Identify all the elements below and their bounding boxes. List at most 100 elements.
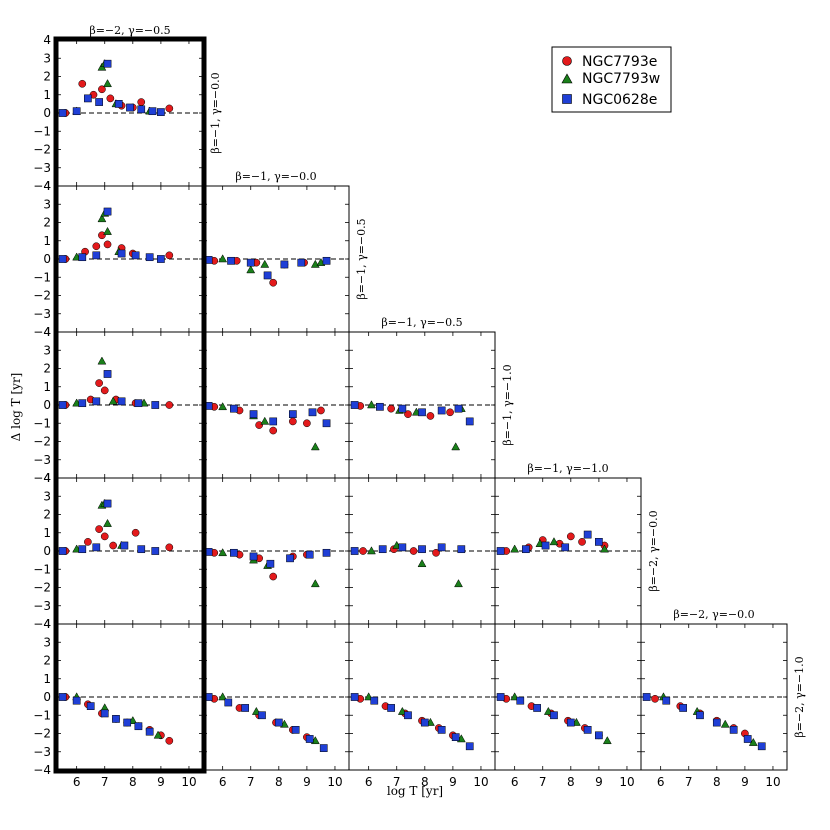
data-point-ngc7793e xyxy=(131,528,140,537)
data-point-ngc0628e xyxy=(92,543,101,552)
data-point-ngc7793e xyxy=(92,242,101,251)
data-point-ngc7793w xyxy=(108,396,118,405)
panel-r2-c1 xyxy=(202,331,350,479)
panel-row-label-4: β=−2, γ=−1.0 xyxy=(793,656,806,737)
data-point-ngc7793e xyxy=(98,85,106,94)
data-point-ngc7793e xyxy=(303,419,311,428)
data-point-ngc0628e xyxy=(117,249,126,258)
data-point-ngc0628e xyxy=(454,404,463,413)
panel-title-col-0: β=−2, γ=−0.5 xyxy=(89,24,170,37)
data-point-ngc7793e xyxy=(95,525,103,533)
data-point-ngc0628e xyxy=(566,718,575,727)
y-tick-label: −2 xyxy=(33,581,51,595)
data-point-ngc7793e xyxy=(269,426,278,435)
y-tick-label: −4 xyxy=(33,179,51,193)
y-tick-label: −3 xyxy=(33,745,51,759)
y-tick-label: −2 xyxy=(33,727,51,741)
data-point-ngc7793e xyxy=(426,412,435,420)
data-point-ngc7793e xyxy=(578,538,586,546)
data-point-ngc0628e xyxy=(72,107,81,116)
x-tick-label: 10 xyxy=(765,775,780,789)
y-tick-label: 3 xyxy=(43,51,51,65)
x-tick-label: 7 xyxy=(539,775,547,789)
data-point-ngc7793e xyxy=(165,736,174,745)
x-tick-label: 10 xyxy=(327,775,342,789)
y-tick-label: 0 xyxy=(43,544,51,558)
data-point-ngc0628e xyxy=(522,545,530,554)
data-point-ngc0628e xyxy=(550,711,558,720)
data-point-ngc0628e xyxy=(418,545,426,554)
data-point-ngc0628e xyxy=(305,550,314,559)
data-point-ngc0628e xyxy=(679,704,687,712)
data-point-ngc0628e xyxy=(541,541,550,550)
data-point-ngc7793w xyxy=(218,254,228,263)
data-point-ngc0628e xyxy=(249,410,258,418)
data-point-ngc7793w xyxy=(103,518,112,527)
data-point-ngc0628e xyxy=(123,718,132,727)
y-tick-label: −4 xyxy=(33,763,51,777)
panel-r4-c4: 6 7 8 9 10 β=−2, γ=−0.0 β=−2, γ=−1.0 xyxy=(640,608,806,789)
data-point-ngc7793e xyxy=(165,251,174,260)
data-point-ngc7793w xyxy=(260,416,270,425)
data-point-ngc7793w xyxy=(218,692,228,701)
data-point-ngc0628e xyxy=(84,94,92,103)
data-point-ngc0628e xyxy=(246,258,255,267)
data-point-ngc0628e xyxy=(404,711,412,720)
panel-title-col-1: β=−1, γ=−0.0 xyxy=(235,170,316,183)
legend-label-ngc0628e: NGC0628e xyxy=(582,92,657,108)
legend-marker-ngc0628e xyxy=(562,94,572,104)
panel-title-col-4: β=−2, γ=−0.0 xyxy=(673,608,754,621)
panel-r1-c0: −4 −3 −2 −1 0 1 2 3 4 xyxy=(33,179,204,339)
y-tick-label: 4 xyxy=(43,325,51,339)
y-tick-label: −3 xyxy=(33,307,51,321)
data-point-ngc0628e xyxy=(712,718,721,727)
data-point-ngc7793e xyxy=(409,547,418,555)
x-tick-label: 10 xyxy=(181,775,196,789)
panel-r2-c2: β=−1, γ=−0.5 β=−1, γ=−1.0 xyxy=(348,316,514,479)
data-point-ngc0628e xyxy=(148,107,157,116)
data-point-ngc0628e xyxy=(78,253,87,262)
x-tick-label: 9 xyxy=(449,775,457,789)
data-point-ngc7793w xyxy=(549,537,559,546)
data-point-ngc0628e xyxy=(496,693,505,701)
data-point-ngc7793w xyxy=(367,400,376,409)
y-tick-label: 1 xyxy=(43,88,51,102)
panel-r0-c0: −4 −3 −2 −1 0 1 2 3 4 β=−2, γ=−0.5 β=−1, γ=−0.0 xyxy=(33,24,222,193)
data-point-ngc7793e xyxy=(269,572,278,581)
y-tick-label: −4 xyxy=(33,617,51,631)
y-tick-label: −3 xyxy=(33,453,51,467)
x-tick-label: 10 xyxy=(619,775,634,789)
data-point-ngc0628e xyxy=(100,709,109,718)
data-point-ngc7793w xyxy=(367,546,376,555)
data-point-ngc7793e xyxy=(109,541,118,550)
y-tick-label: 0 xyxy=(43,252,51,266)
y-tick-label: −3 xyxy=(33,599,51,613)
data-point-ngc7793e xyxy=(651,694,659,703)
x-tick-label: 7 xyxy=(393,775,401,789)
data-point-ngc7793w xyxy=(153,730,163,739)
data-point-ngc7793w xyxy=(454,579,463,588)
data-point-ngc0628e xyxy=(131,251,140,260)
data-point-ngc0628e xyxy=(258,711,266,720)
data-point-ngc0628e xyxy=(112,715,120,723)
y-tick-label: −4 xyxy=(33,471,51,485)
data-point-ngc0628e xyxy=(561,543,570,552)
x-tick-label: 7 xyxy=(101,775,109,789)
panel-r3-c3: β=−1, γ=−1.0 β=−2, γ=−0.0 xyxy=(494,462,660,625)
data-point-ngc0628e xyxy=(286,554,294,563)
panel-row-label-3: β=−2, γ=−0.0 xyxy=(647,510,660,591)
y-tick-label: −1 xyxy=(33,124,51,138)
x-tick-label: 6 xyxy=(219,775,227,789)
data-point-ngc0628e xyxy=(451,733,460,741)
panel-r4-c0: −4 −3 −2 −1 0 1 2 3 4 6 7 8 9 10 xyxy=(33,617,204,789)
data-point-ngc7793w xyxy=(246,265,256,274)
data-point-ngc0628e xyxy=(437,726,446,734)
panel-title-col-2: β=−1, γ=−0.5 xyxy=(381,316,462,329)
data-point-ngc7793e xyxy=(106,94,115,103)
data-point-ngc0628e xyxy=(266,559,275,568)
y-tick-label: −3 xyxy=(33,161,51,175)
data-point-ngc0628e xyxy=(58,109,67,117)
data-point-ngc0628e xyxy=(322,419,331,428)
y-axis-label: Δ log T [yr] xyxy=(9,373,23,442)
